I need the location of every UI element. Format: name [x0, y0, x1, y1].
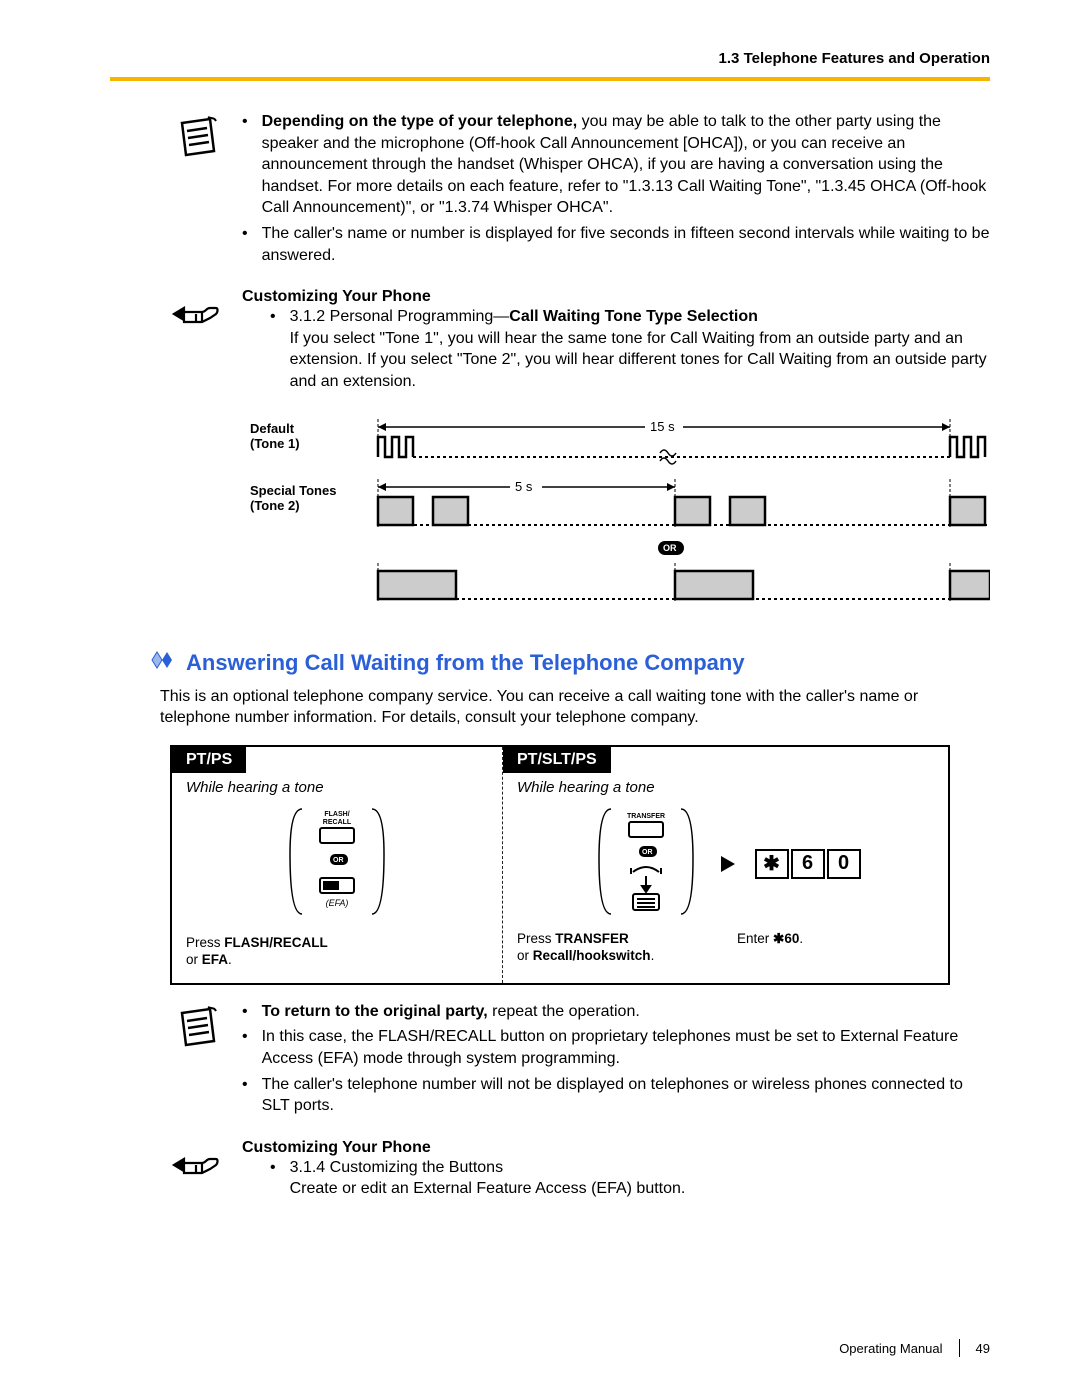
svg-text:(Tone 2): (Tone 2)	[250, 498, 300, 513]
svg-text:Special Tones: Special Tones	[250, 483, 336, 498]
svg-text:FLASH/: FLASH/	[324, 811, 349, 818]
procedure-table: PT/PS While hearing a tone FLASH/ RECALL…	[170, 745, 950, 985]
bullet: •	[242, 223, 248, 266]
hand-pointing-icon	[170, 1139, 222, 1191]
tone-timing-diagram: Default (Tone 1) 15 s Special Tones (Ton…	[250, 415, 990, 620]
note-text: In this case, the FLASH/RECALL button on…	[262, 1026, 990, 1069]
section-heading: Answering Call Waiting from the Telephon…	[150, 650, 990, 676]
note-text: Depending on the type of your telephone,…	[262, 111, 990, 219]
proc-caption: Enter ✱60.	[737, 930, 803, 965]
dial-key-6: 6	[791, 849, 825, 879]
bullet: •	[242, 1001, 248, 1023]
note-text: To return to the original party, repeat …	[262, 1001, 640, 1023]
transfer-button-graphic: TRANSFER OR	[591, 804, 701, 924]
dial-key-0: 0	[827, 849, 861, 879]
page-header: 1.3 Telephone Features and Operation	[110, 50, 990, 67]
customize-title: Customizing Your Phone	[242, 288, 990, 306]
note-icon	[170, 111, 222, 163]
customize-text: 3.1.4 Customizing the Buttons Create or …	[290, 1157, 686, 1200]
proc-header-ptps: PT/PS	[172, 747, 246, 773]
svg-text:(Tone 1): (Tone 1)	[250, 436, 300, 451]
section-intro: This is an optional telephone company se…	[160, 686, 990, 729]
dial-key-star: ✱	[755, 849, 789, 879]
note-text: The caller's telephone number will not b…	[262, 1074, 990, 1117]
dial-sequence: ✱ 6 0	[755, 849, 861, 879]
proc-caption: Press FLASH/RECALL or EFA.	[186, 934, 488, 969]
bullet: •	[270, 1157, 276, 1200]
proc-caption: Press TRANSFER or Recall/hookswitch.	[517, 930, 677, 965]
note-text: The caller's name or number is displayed…	[262, 223, 990, 266]
svg-text:(EFA): (EFA)	[326, 898, 349, 908]
svg-text:5 s: 5 s	[515, 479, 533, 494]
proc-condition: While hearing a tone	[517, 779, 934, 796]
header-rule	[110, 77, 990, 81]
proc-header-ptsltps: PT/SLT/PS	[503, 747, 611, 773]
bullet: •	[242, 111, 248, 219]
bullet: •	[242, 1074, 248, 1117]
svg-text:RECALL: RECALL	[323, 819, 352, 826]
page-footer: Operating Manual 49	[839, 1339, 990, 1357]
bullet: •	[270, 306, 276, 392]
note-icon	[170, 1001, 222, 1053]
svg-text:OR: OR	[333, 857, 344, 864]
svg-text:OR: OR	[642, 849, 653, 856]
arrow-right-icon	[719, 854, 737, 874]
bullet: •	[242, 1026, 248, 1069]
svg-text:TRANSFER: TRANSFER	[626, 813, 664, 820]
hand-pointing-icon	[170, 288, 222, 340]
proc-condition: While hearing a tone	[186, 779, 488, 796]
svg-text:OR: OR	[663, 543, 677, 553]
diamonds-icon	[150, 650, 176, 676]
svg-text:15 s: 15 s	[650, 419, 675, 434]
tone-default-label: Default	[250, 421, 295, 436]
flash-recall-button-graphic: FLASH/ RECALL OR (EFA)	[186, 804, 488, 924]
customize-text: 3.1.2 Personal Programming—Call Waiting …	[290, 306, 990, 392]
customize-title: Customizing Your Phone	[242, 1139, 990, 1157]
